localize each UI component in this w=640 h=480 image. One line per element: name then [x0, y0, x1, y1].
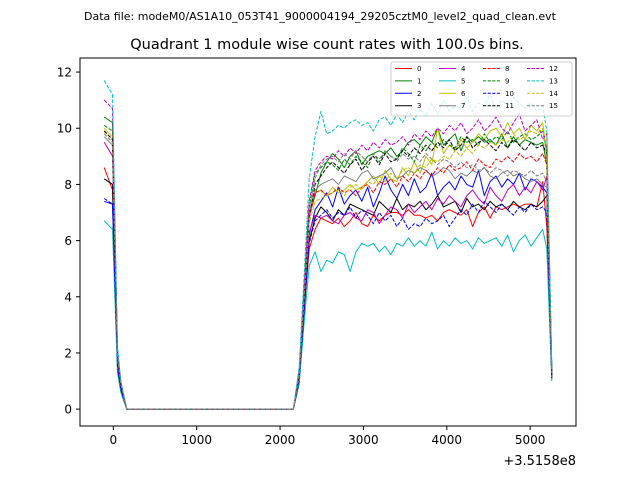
legend-label: 5 — [461, 77, 465, 85]
x-tick-label: 0 — [110, 433, 118, 447]
y-tick-label: 8 — [64, 178, 72, 192]
chart-title: Quadrant 1 module wise count rates with … — [130, 37, 524, 53]
figure-suptitle: Data file: modeM0/AS1A10_053T41_90000041… — [84, 10, 557, 23]
series-line-7 — [103, 136, 553, 410]
y-axis: 0 2 4 6 8 10 12 — [57, 66, 80, 417]
series-line-10 — [103, 198, 553, 410]
legend-label: 12 — [549, 65, 558, 73]
y-tick-label: 0 — [64, 403, 72, 417]
legend-label: 2 — [417, 90, 421, 98]
y-tick-label: 4 — [64, 290, 72, 304]
series-line-4 — [103, 142, 553, 410]
legend-label: 3 — [417, 102, 421, 110]
legend-label: 4 — [461, 65, 466, 73]
series-line-14 — [103, 127, 553, 410]
legend-label: 11 — [505, 102, 514, 110]
y-tick-label: 10 — [57, 122, 72, 136]
x-tick-label: 4000 — [432, 433, 463, 447]
x-axis-offset-label: +3.5158e8 — [503, 454, 576, 469]
series-line-8 — [103, 130, 553, 410]
y-tick-label: 12 — [57, 66, 72, 80]
legend-label: 7 — [461, 102, 465, 110]
legend-label: 14 — [549, 90, 558, 98]
series-line-5 — [103, 220, 553, 410]
plot-lines — [103, 80, 553, 410]
legend-label: 10 — [505, 90, 514, 98]
x-tick-label: 5000 — [515, 433, 546, 447]
series-line-9 — [103, 124, 553, 410]
series-line-15 — [103, 133, 553, 410]
x-tick-label: 2000 — [265, 433, 296, 447]
x-tick-label: 1000 — [181, 433, 212, 447]
legend-label: 9 — [505, 77, 509, 85]
x-tick-label: 3000 — [348, 433, 379, 447]
legend-label: 15 — [549, 102, 558, 110]
plot-frame — [79, 57, 577, 427]
legend-label: 0 — [417, 65, 421, 73]
legend-label: 1 — [417, 77, 421, 85]
series-line-12 — [103, 99, 553, 410]
legend-label: 6 — [461, 90, 466, 98]
x-axis: 0 1000 2000 3000 4000 5000 — [110, 426, 546, 447]
y-tick-label: 2 — [64, 346, 72, 360]
series-line-11 — [103, 130, 553, 410]
y-tick-label: 6 — [64, 234, 72, 248]
legend-label: 13 — [549, 77, 558, 85]
legend-box — [390, 61, 573, 117]
legend-label: 8 — [505, 65, 509, 73]
